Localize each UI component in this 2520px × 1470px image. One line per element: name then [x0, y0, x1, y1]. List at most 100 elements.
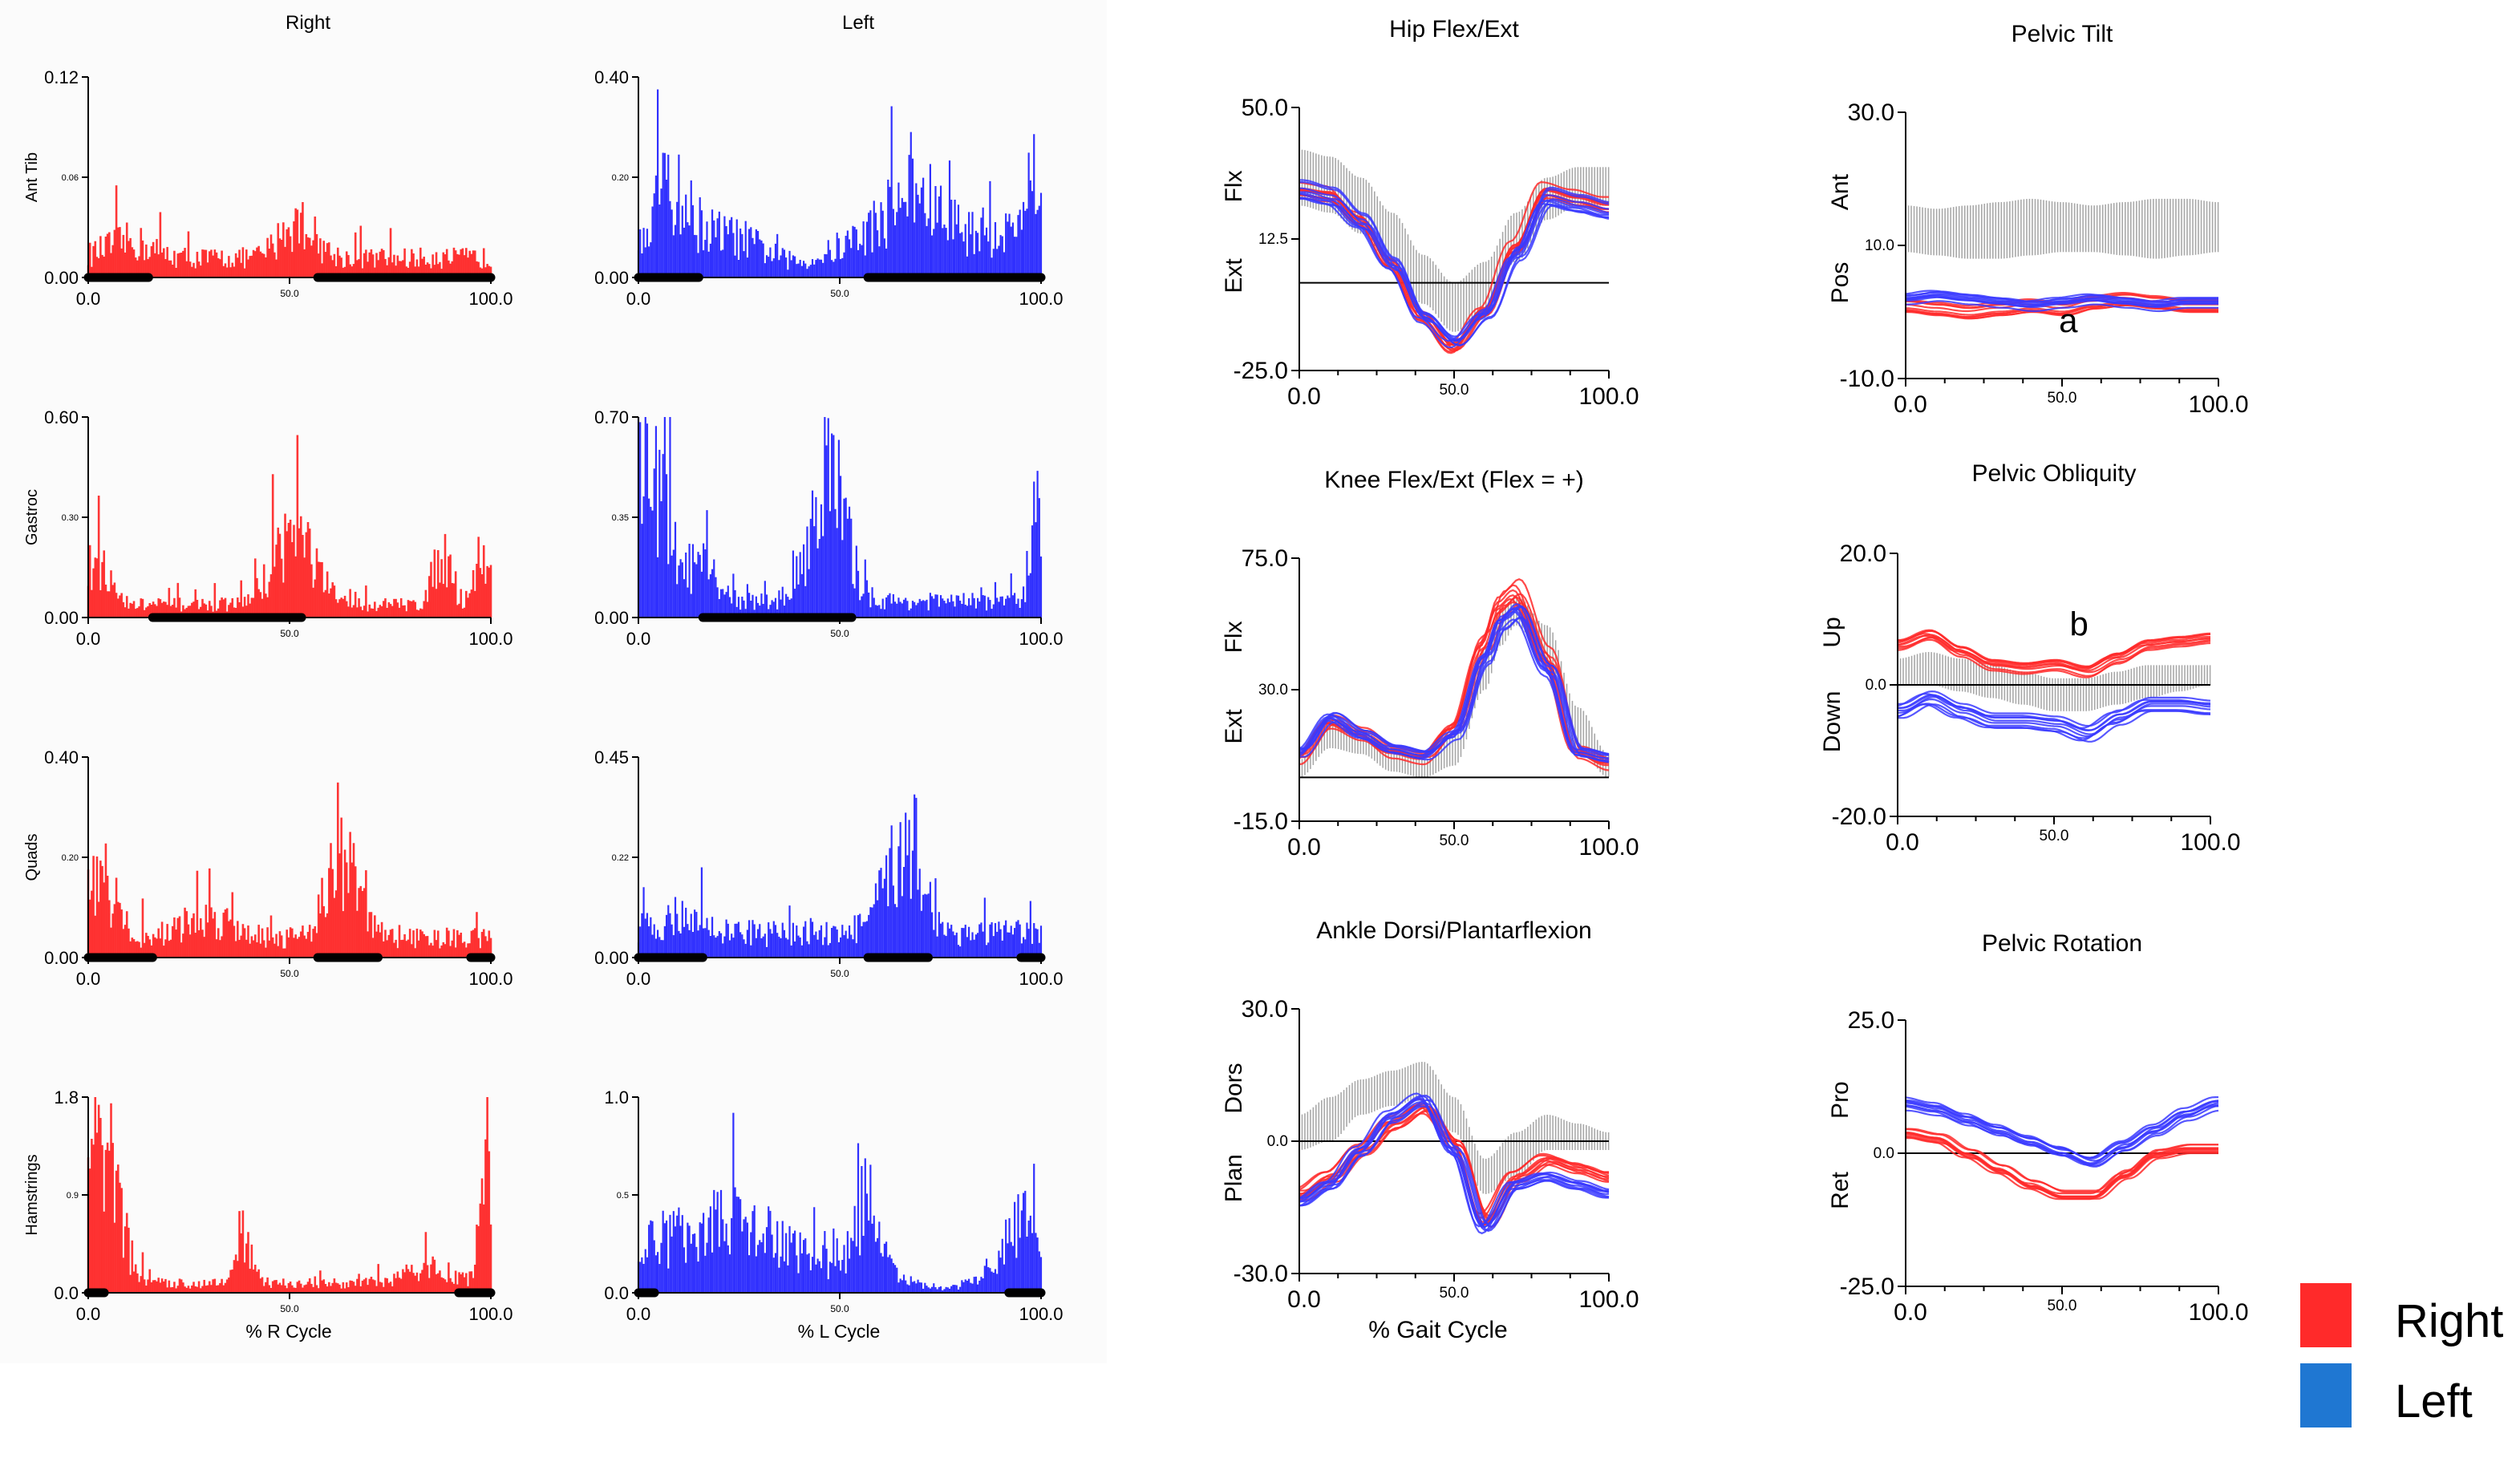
y-lower-label: Down — [1819, 691, 1845, 753]
series-left-line — [1905, 1099, 2218, 1160]
series-left-line — [1905, 1104, 2219, 1168]
series-right-line — [1298, 1098, 1609, 1219]
y-tick-label-min: -25.0 — [1234, 358, 1288, 384]
y-tick-label-mid: 0.0 — [1866, 677, 1886, 694]
emg-y-min-label: 0.0 — [54, 1283, 79, 1303]
emg-chart-left-1: 0.70 0.35 0.000.0 50.0 100.0 — [594, 407, 1063, 649]
y-upper-label: Ant — [1827, 173, 1854, 210]
y-tick-label-max: 20.0 — [1840, 541, 1886, 567]
emg-x-tick-label: 0.0 — [76, 969, 101, 989]
emg-x-tick-label: 100.0 — [1019, 1304, 1063, 1324]
chart-title: Hip Flex/Ext — [1389, 16, 1519, 43]
kinematic-chart-2: Ankle Dorsi/Plantarflexion30.00.0-30.00.… — [1221, 917, 1639, 1343]
series-right-line — [1906, 1133, 2218, 1197]
emg-x-tick-label: 100.0 — [468, 969, 513, 989]
x-tick-label: 100.0 — [1578, 834, 1639, 861]
emg-x-tick-label: 100.0 — [468, 629, 513, 649]
emg-y-mid-label: 0.06 — [62, 173, 79, 183]
emg-y-min-label: 0.00 — [44, 608, 79, 628]
emg-y-min-label: 0.00 — [594, 268, 629, 288]
series-left-line — [1299, 605, 1610, 755]
x-tick-label: 50.0 — [2040, 828, 2069, 844]
emg-x-tick-label: 100.0 — [468, 289, 513, 309]
x-tick-label: 0.0 — [1287, 834, 1321, 861]
emg-chart-right-3: 1.8 0.9 0.00.0 50.0 100.0 Hamstrings — [23, 1087, 513, 1324]
series-right-line — [1906, 1128, 2218, 1193]
series-right-line — [1905, 1131, 2218, 1198]
series-left-line — [1298, 192, 1610, 342]
emg-x-tick-label: 0.0 — [626, 629, 651, 649]
emg-muscle-label: Ant Tib — [23, 152, 41, 202]
series-left-line — [1905, 290, 2218, 302]
kinematic-chart-1: Knee Flex/Ext (Flex = +) 75.0 30.0 -15.00.0… — [1221, 467, 1639, 861]
emg-x-tick-label: 100.0 — [468, 1304, 513, 1324]
emg-x-tick-label: 50.0 — [280, 288, 299, 299]
series-right-line — [1906, 1128, 2218, 1192]
emg-x-tick-label: 100.0 — [1019, 969, 1063, 989]
series-left-line — [1299, 617, 1610, 763]
series-right-line — [1906, 304, 2218, 320]
emg-x-tick-label: 0.0 — [76, 1304, 101, 1324]
series-right-line — [1906, 1132, 2218, 1198]
y-upper-label: Dors — [1221, 1063, 1247, 1113]
emg-y-max-label: 0.45 — [594, 747, 629, 767]
x-tick-label: 50.0 — [2048, 390, 2077, 407]
x-tick-label: 0.0 — [1886, 829, 1919, 856]
emg-y-max-label: 1.8 — [54, 1087, 79, 1108]
y-tick-label-min: -15.0 — [1234, 808, 1288, 835]
series-right-line — [1898, 636, 2211, 674]
emg-y-min-label: 0.0 — [604, 1283, 629, 1303]
series-left-line — [1905, 1102, 2219, 1165]
y-lower-label: Ext — [1221, 258, 1247, 294]
chart-title: Ankle Dorsi/Plantarflexion — [1316, 917, 1592, 944]
emg-muscle-label: Hamstrings — [23, 1154, 41, 1235]
series-left-line — [1298, 606, 1610, 763]
y-upper-label: Flx — [1221, 170, 1247, 202]
emg-y-mid-label: 0.9 — [67, 1191, 79, 1201]
kinematic-chart-3: Pelvic Tilt 30.0 10.0 -10.00.0 50.0 100.0 Ant P… — [1827, 21, 2249, 418]
emg-x-tick-label: 0.0 — [626, 1304, 651, 1324]
emg-y-mid-label: 0.22 — [612, 853, 629, 863]
series-right-line — [1905, 1136, 2218, 1201]
y-lower-label: Ret — [1827, 1171, 1854, 1209]
y-tick-label-max: 30.0 — [1848, 99, 1894, 126]
series-left-line — [1898, 695, 2211, 731]
emg-title-right: Right — [286, 12, 330, 34]
y-tick-label-mid: 30.0 — [1258, 682, 1288, 699]
y-upper-label: Pro — [1827, 1081, 1854, 1119]
emg-x-tick-label: 100.0 — [1019, 629, 1063, 649]
series-left-line — [1898, 695, 2211, 735]
chart-title: Pelvic Tilt — [2012, 21, 2113, 47]
emg-y-max-label: 1.0 — [604, 1087, 629, 1108]
chart-annotation: a — [2059, 302, 2078, 339]
emg-x-tick-label: 50.0 — [280, 1303, 299, 1314]
x-tick-label: 0.0 — [1894, 391, 1927, 418]
series-left-line — [1906, 293, 2218, 306]
chart-title: Pelvic Rotation — [1982, 930, 2142, 957]
series-right-line — [1905, 1132, 2218, 1195]
series-left-line — [1298, 192, 1609, 349]
emg-x-tick-label: 100.0 — [1019, 289, 1063, 309]
emg-chart-left-3: 1.0 0.5 0.00.0 50.0 100.0 — [604, 1087, 1063, 1324]
y-tick-label-max: 50.0 — [1242, 95, 1288, 121]
emg-xlabel-right: % R Cycle — [245, 1321, 331, 1342]
y-tick-label-min: -20.0 — [1832, 804, 1886, 830]
emg-y-mid-label: 0.20 — [612, 173, 629, 183]
y-tick-label-min: -25.0 — [1840, 1274, 1894, 1300]
x-tick-label: 50.0 — [1440, 382, 1469, 399]
emg-y-mid-label: 0.20 — [62, 853, 79, 863]
x-tick-label: 50.0 — [2048, 1298, 2077, 1314]
legend-swatch-left — [2300, 1363, 2352, 1427]
emg-x-tick-label: 50.0 — [280, 968, 299, 979]
emg-x-tick-label: 0.0 — [76, 629, 101, 649]
x-tick-label: 50.0 — [1440, 832, 1469, 849]
emg-x-tick-label: 50.0 — [830, 628, 849, 639]
y-lower-label: Ext — [1221, 709, 1247, 744]
emg-chart-right-0: 0.12 0.06 0.000.0 50.0 100.0 Ant Tib — [23, 67, 513, 309]
emg-y-max-label: 0.70 — [594, 407, 629, 427]
series-left-line — [1897, 698, 2211, 738]
emg-chart-left-2: 0.45 0.22 0.000.0 50.0 100.0 — [594, 747, 1063, 989]
